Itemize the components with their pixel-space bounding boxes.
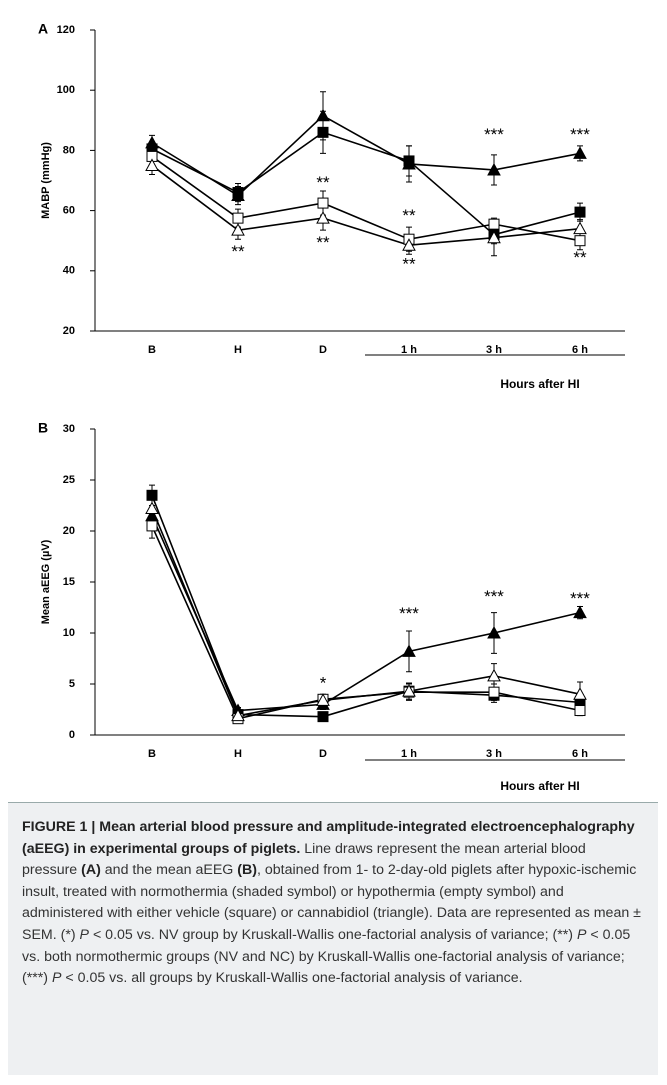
- x-axis-label: Hours after HI: [500, 779, 579, 793]
- significance: **: [402, 206, 416, 225]
- marker-square: [488, 218, 500, 230]
- significance: **: [316, 173, 330, 192]
- marker-square: [488, 686, 500, 698]
- marker-square: [146, 489, 158, 501]
- significance: **: [316, 233, 330, 252]
- marker-square: [232, 212, 244, 224]
- series-line: [151, 515, 581, 712]
- x-tick-label: 6 h: [572, 748, 588, 760]
- caption-text: (B): [237, 862, 257, 879]
- x-tick-label: B: [148, 748, 156, 760]
- marker-triangle: [145, 158, 159, 171]
- x-tick-label: D: [319, 344, 327, 356]
- caption-text: and the mean aEEG: [100, 862, 238, 879]
- marker-square: [574, 235, 586, 247]
- caption-text: Line draws represent the mean arterial b…: [22, 840, 586, 879]
- y-tick-label: 20: [63, 325, 75, 337]
- panel-label: B: [38, 420, 48, 436]
- significance: **: [402, 254, 416, 273]
- caption: FIGURE 1 | Mean arterial blood pressure …: [8, 802, 658, 1075]
- marker-triangle: [316, 693, 330, 706]
- x-tick-label: H: [234, 748, 242, 760]
- marker-triangle: [487, 230, 501, 244]
- y-tick-label: 100: [57, 84, 75, 96]
- series-line: [151, 164, 581, 247]
- y-tick-label: 80: [63, 144, 75, 156]
- y-tick-label: 5: [69, 678, 75, 690]
- panel-label: A: [38, 21, 48, 37]
- x-tick-label: 3 h: [486, 344, 502, 356]
- marker-square: [317, 126, 329, 138]
- x-tick-label: 1 h: [401, 748, 417, 760]
- marker-triangle: [402, 684, 416, 697]
- y-tick-label: 25: [63, 474, 75, 486]
- y-tick-label: 0: [69, 729, 75, 741]
- marker-triangle: [145, 135, 159, 149]
- x-tick-label: H: [234, 344, 242, 356]
- caption-text: < 0.05 vs. all groups by Kruskall-Wallis…: [61, 970, 523, 987]
- marker-triangle: [573, 605, 587, 619]
- caption-text: (A): [81, 862, 101, 879]
- marker-square: [574, 705, 586, 717]
- significance: ***: [484, 125, 504, 144]
- caption-text: , obtained from 1- to 2-day-old piglets …: [22, 862, 641, 943]
- y-tick-label: 20: [63, 525, 75, 537]
- series-line: [151, 525, 581, 720]
- x-tick-label: 3 h: [486, 748, 502, 760]
- series-line: [151, 495, 581, 718]
- marker-triangle: [145, 501, 159, 515]
- y-tick-label: 30: [63, 423, 75, 435]
- y-tick-label: 120: [57, 24, 75, 36]
- significance: *: [320, 673, 327, 692]
- significance: **: [231, 242, 245, 261]
- marker-square: [146, 520, 158, 532]
- marker-triangle: [231, 708, 245, 722]
- x-tick-label: 6 h: [572, 344, 588, 356]
- significance: **: [573, 248, 587, 267]
- marker-triangle: [231, 188, 245, 202]
- caption-text: < 0.05 vs. both normothermic groups (NV …: [22, 926, 631, 987]
- marker-square: [574, 206, 586, 218]
- x-tick-label: B: [148, 344, 156, 356]
- x-tick-label: D: [319, 748, 327, 760]
- y-axis-label: MABP (mmHg): [40, 142, 52, 219]
- marker-triangle: [316, 108, 330, 122]
- series-line: [151, 155, 581, 242]
- y-tick-label: 10: [63, 627, 75, 639]
- marker-triangle: [487, 162, 501, 176]
- y-tick-label: 40: [63, 265, 75, 277]
- marker-triangle: [573, 146, 587, 159]
- y-axis-label: Mean aEEG (µV): [40, 539, 52, 624]
- caption-text: P: [576, 926, 587, 943]
- marker-triangle: [487, 668, 501, 682]
- significance: ***: [570, 589, 590, 608]
- series-line: [151, 114, 581, 197]
- marker-triangle: [316, 211, 330, 224]
- y-tick-label: 60: [63, 205, 75, 217]
- series-line: [151, 131, 581, 236]
- caption-text: FIGURE 1 | Mean arterial blood pressure …: [22, 819, 635, 857]
- significance: ***: [484, 587, 504, 606]
- x-tick-label: 1 h: [401, 344, 417, 356]
- y-tick-label: 15: [63, 576, 75, 588]
- marker-triangle: [487, 625, 501, 639]
- marker-triangle: [402, 156, 416, 170]
- marker-triangle: [573, 221, 587, 235]
- series-line: [151, 508, 581, 717]
- marker-triangle: [402, 644, 416, 657]
- caption-text: < 0.05 vs. NV group by Kruskall-Wallis o…: [89, 926, 577, 943]
- caption-text: P: [79, 926, 90, 943]
- marker-square: [317, 197, 329, 209]
- significance: ***: [399, 604, 419, 623]
- marker-triangle: [573, 687, 587, 700]
- marker-square: [317, 711, 329, 723]
- caption-text: P: [51, 970, 62, 987]
- marker-triangle: [231, 223, 245, 236]
- marker-triangle: [402, 238, 416, 251]
- x-axis-label: Hours after HI: [500, 377, 579, 391]
- significance: ***: [570, 125, 590, 144]
